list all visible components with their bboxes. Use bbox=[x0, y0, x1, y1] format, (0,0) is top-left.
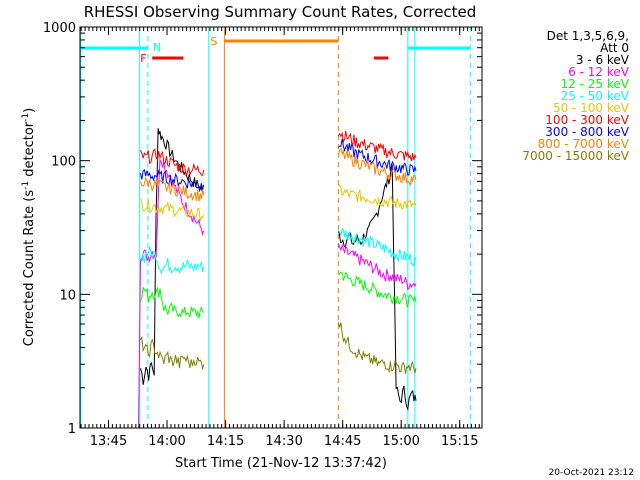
legend-header-attenuator: Att 0 bbox=[600, 41, 629, 55]
overlay-lines bbox=[80, 27, 471, 428]
y-tick-label: 1000 bbox=[43, 21, 76, 36]
series-line-3 bbox=[338, 227, 417, 268]
plot-frame bbox=[79, 26, 483, 429]
y-axis-label-detector: detector bbox=[22, 121, 37, 181]
legend-entry: 3 - 6 keV bbox=[576, 53, 630, 67]
x-axis-label: Start Time (21-Nov-12 13:37:42) bbox=[175, 456, 387, 471]
render-timestamp: 20-Oct-2021 23:12 bbox=[549, 468, 634, 478]
y-tick-label: 1 bbox=[68, 422, 76, 437]
series-line-2 bbox=[140, 286, 205, 319]
series-line-6 bbox=[140, 168, 205, 190]
night-label: N bbox=[153, 41, 161, 54]
legend-entry: 100 - 300 keV bbox=[545, 113, 629, 127]
x-tick-label: 14:45 bbox=[324, 434, 361, 449]
legend-entry: 7000 - 15000 keV bbox=[522, 149, 629, 163]
status-labels: NF S bbox=[140, 35, 217, 65]
series-line-4 bbox=[140, 198, 205, 222]
y-axis-label-exp2: -1 bbox=[21, 113, 31, 122]
y-axis-ticks: 1 10 100 1000 bbox=[43, 21, 482, 437]
series-line-2 bbox=[338, 271, 417, 308]
legend-entry: 12 - 25 keV bbox=[561, 77, 630, 91]
legend-entry: 50 - 100 keV bbox=[553, 101, 630, 115]
series-line-0 bbox=[140, 128, 204, 385]
series-line-5 bbox=[140, 148, 205, 177]
series-layer bbox=[138, 128, 417, 429]
legend-header-detectors: Det 1,3,5,6,9, bbox=[547, 29, 629, 43]
y-axis-label-main: Corrected Count Rate (s bbox=[22, 190, 37, 347]
chart-title: RHESSI Observing Summary Count Rates, Co… bbox=[84, 3, 477, 21]
y-axis-label-exp1: -1 bbox=[21, 181, 31, 190]
status-bars bbox=[80, 39, 471, 60]
x-tick-label: 13:45 bbox=[90, 434, 127, 449]
series-line-4 bbox=[338, 183, 417, 210]
series-line-3 bbox=[140, 246, 205, 275]
x-tick-label: 15:15 bbox=[441, 434, 478, 449]
x-tick-label: 14:15 bbox=[207, 434, 244, 449]
series-line-8 bbox=[337, 322, 417, 374]
series-line-0 bbox=[337, 164, 417, 411]
x-tick-label: 14:00 bbox=[148, 434, 185, 449]
series-line-7 bbox=[337, 147, 417, 188]
legend-entry: 300 - 800 keV bbox=[545, 125, 629, 139]
legend-entry: 800 - 7000 keV bbox=[538, 137, 630, 151]
series-line-5 bbox=[337, 130, 417, 162]
series-line-8 bbox=[140, 335, 205, 370]
legend-entry: 6 - 12 keV bbox=[568, 65, 630, 79]
legend-entry: 25 - 50 keV bbox=[561, 89, 630, 103]
x-tick-label: 14:30 bbox=[265, 434, 302, 449]
series-line-7 bbox=[140, 176, 205, 202]
x-axis-ticks: 13:45 14:00 14:15 14:30 14:45 15:00 15:15 bbox=[80, 27, 480, 449]
x-tick-label: 15:00 bbox=[382, 434, 419, 449]
y-tick-label: 10 bbox=[59, 288, 76, 303]
y-axis-label-close: ) bbox=[22, 108, 37, 113]
series-line-1 bbox=[337, 243, 417, 291]
flare-label: F bbox=[140, 52, 146, 65]
y-axis-label: Corrected Count Rate (s-1 detector-1) bbox=[21, 108, 37, 346]
y-tick-label: 100 bbox=[51, 155, 76, 170]
y-axis-label-text: Corrected Count Rate (s-1 detector-1) bbox=[21, 108, 37, 346]
saa-label: S bbox=[210, 35, 217, 48]
